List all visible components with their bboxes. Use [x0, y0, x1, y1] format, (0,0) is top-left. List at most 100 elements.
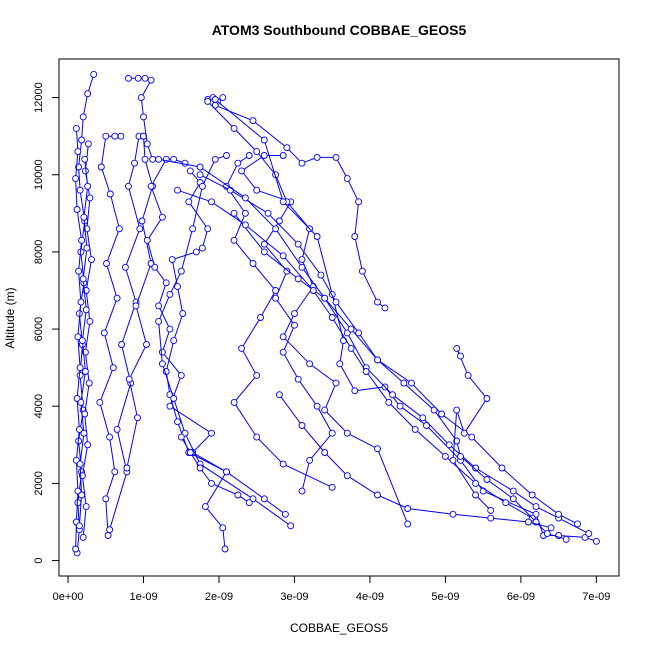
- data-point: [117, 132, 125, 140]
- series-22: [449, 344, 495, 514]
- series-21: [155, 155, 581, 528]
- data-point: [279, 152, 287, 159]
- y-tick-label: 2000: [33, 471, 45, 495]
- data-point: [287, 522, 295, 530]
- data-point: [80, 429, 88, 437]
- data-point: [336, 360, 344, 368]
- series-line: [207, 101, 409, 525]
- y-axis-label: Altitude (m): [3, 287, 17, 348]
- data-point: [77, 398, 85, 406]
- data-point: [192, 248, 200, 256]
- data-point: [168, 256, 176, 264]
- data-point: [158, 360, 166, 368]
- data-point: [104, 532, 112, 539]
- data-point: [74, 333, 82, 341]
- data-point: [113, 425, 121, 433]
- series-line: [233, 212, 590, 535]
- data-point: [332, 153, 340, 161]
- data-point: [249, 260, 257, 267]
- data-point: [430, 406, 438, 414]
- data-point: [358, 267, 366, 275]
- data-point: [328, 429, 336, 437]
- data-point: [272, 294, 280, 302]
- data-point: [260, 152, 268, 159]
- data-point: [81, 155, 89, 163]
- data-point: [241, 194, 249, 202]
- data-point: [201, 503, 209, 511]
- data-point: [72, 175, 80, 183]
- data-point: [253, 148, 261, 156]
- data-point: [279, 460, 287, 468]
- data-point: [441, 452, 449, 460]
- data-point: [96, 398, 104, 406]
- data-point: [143, 236, 151, 244]
- data-point: [230, 398, 238, 406]
- data-point: [121, 263, 129, 271]
- data-point: [313, 402, 321, 410]
- data-point: [362, 368, 370, 375]
- data-point: [355, 329, 363, 337]
- series-line: [109, 135, 144, 530]
- data-point: [223, 468, 230, 476]
- series-3: [78, 140, 95, 541]
- data-point: [241, 209, 249, 217]
- data-point: [396, 402, 404, 410]
- data-point: [82, 306, 90, 314]
- data-point: [464, 371, 472, 379]
- data-point: [223, 152, 230, 159]
- data-point: [343, 429, 351, 437]
- data-point: [204, 97, 212, 105]
- data-point: [524, 518, 532, 526]
- data-point: [208, 198, 215, 206]
- data-point: [179, 310, 187, 318]
- data-point: [181, 159, 189, 167]
- data-point: [79, 533, 87, 541]
- data-point: [585, 530, 593, 538]
- data-point: [275, 217, 283, 225]
- data-point: [189, 225, 197, 233]
- data-point: [185, 198, 193, 206]
- data-point: [347, 325, 355, 333]
- data-point: [238, 344, 246, 352]
- data-point: [260, 136, 268, 144]
- data-point: [472, 479, 480, 487]
- y-tick-label: 0: [33, 558, 45, 564]
- data-point: [103, 260, 110, 267]
- data-point: [73, 206, 81, 213]
- data-point: [75, 425, 83, 433]
- data-point: [109, 364, 117, 372]
- data-point: [453, 437, 461, 445]
- data-point: [170, 337, 178, 345]
- data-point: [75, 522, 83, 530]
- data-point: [196, 171, 204, 179]
- data-point: [186, 167, 194, 175]
- data-point: [170, 395, 178, 402]
- data-point: [141, 74, 149, 82]
- chart-title: ATOM3 Southbound COBBAE_GEOS5: [212, 22, 467, 38]
- x-tick-label: 3e-09: [280, 591, 308, 603]
- data-point: [528, 491, 536, 499]
- data-point: [298, 159, 306, 167]
- data-point: [343, 175, 351, 183]
- data-point: [245, 499, 253, 507]
- data-point: [547, 524, 555, 532]
- data-point: [177, 371, 185, 379]
- data-point: [275, 391, 283, 399]
- data-point: [543, 530, 551, 538]
- data-point: [211, 155, 219, 163]
- data-point: [294, 375, 302, 383]
- data-point: [204, 225, 212, 233]
- y-tick-label: 8000: [33, 240, 45, 264]
- data-point: [487, 514, 495, 522]
- data-point: [140, 113, 147, 121]
- data-point: [81, 368, 89, 375]
- data-point: [84, 140, 92, 148]
- data-point: [279, 198, 287, 206]
- data-point: [253, 371, 261, 379]
- data-point: [449, 510, 457, 518]
- data-point: [230, 124, 238, 132]
- data-point: [174, 283, 181, 291]
- data-point: [78, 236, 86, 244]
- data-point: [298, 256, 306, 264]
- series-23: [275, 391, 555, 532]
